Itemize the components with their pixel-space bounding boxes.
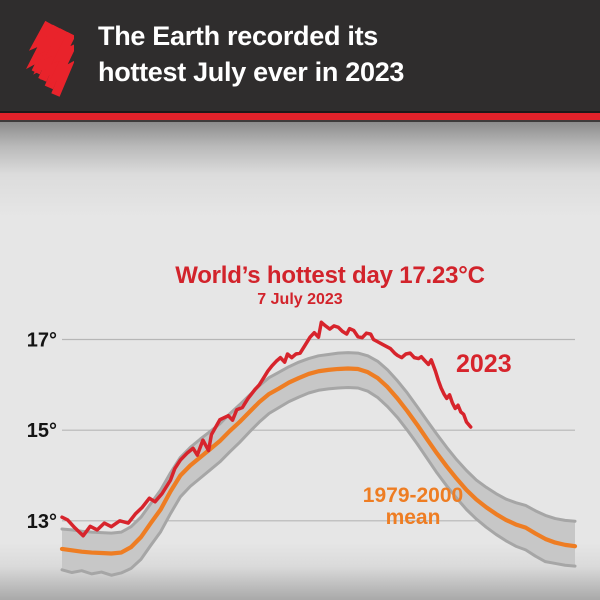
page-title-line1: The Earth recorded its [98, 21, 378, 51]
chart-subtitle: 7 July 2023 [257, 291, 343, 308]
series-label-mean-line1: 1979-2000 [362, 484, 464, 507]
series-label-2023: 2023 [456, 350, 512, 378]
chart-area: World’s hottest day 17.23°C 7 July 2023 … [0, 122, 600, 600]
temperature-chart: 11°13°15°17°Jan.Feb.Mar.Apr.MayJun.Jul.A… [27, 320, 578, 577]
line-mean [59, 366, 578, 556]
chart-title: World’s hottest day 17.23°C [175, 262, 485, 289]
page-title: The Earth recorded its hottest July ever… [98, 18, 404, 90]
page-title-line2: hottest July ever in 2023 [98, 57, 405, 87]
band-upper-edge [60, 351, 577, 535]
sbs-logo-icon [26, 20, 74, 97]
series-label-mean: 1979-2000 mean [343, 485, 483, 529]
line-2023 [60, 320, 473, 538]
band-lower-edge [60, 386, 577, 577]
y-tick-label-17: 17° [27, 330, 57, 352]
series-label-mean-line2: mean [385, 506, 441, 529]
y-tick-label-13: 13° [27, 511, 57, 533]
y-tick-label-15: 15° [27, 420, 57, 442]
header: The Earth recorded its hottest July ever… [0, 0, 600, 111]
header-accent-bar [0, 111, 600, 122]
